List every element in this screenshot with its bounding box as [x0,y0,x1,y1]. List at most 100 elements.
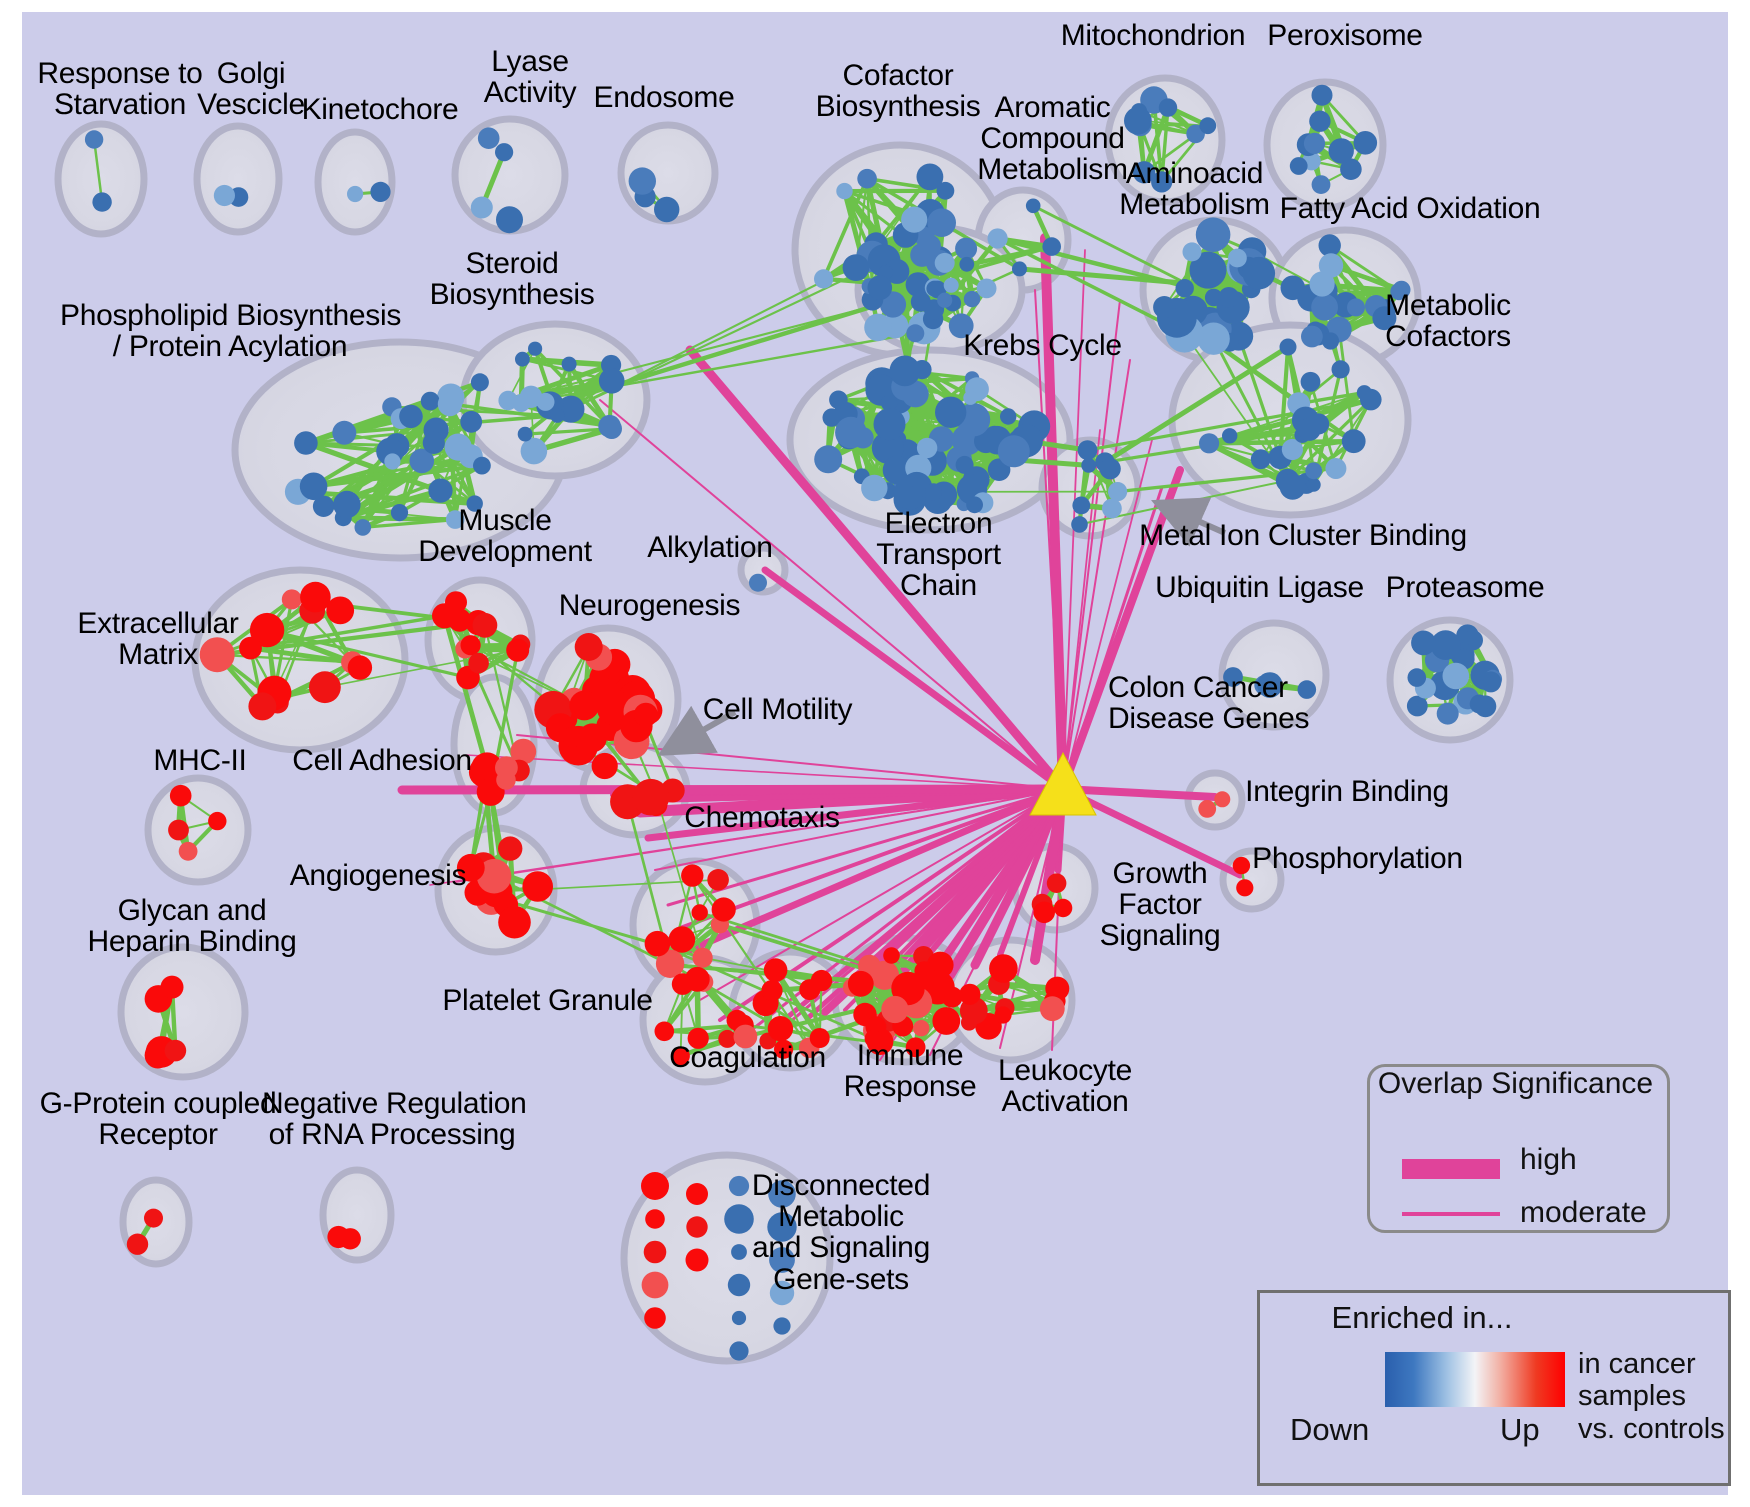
gene-set-node[interactable] [926,280,943,297]
gene-set-node[interactable] [767,1015,794,1042]
gene-set-node[interactable] [339,1228,361,1250]
gene-set-node[interactable] [333,490,361,519]
gene-set-node[interactable] [1281,438,1303,461]
gene-set-node[interactable] [1407,668,1427,687]
gene-set-node[interactable] [384,453,401,470]
gene-set-node[interactable] [1353,131,1378,155]
gene-set-node[interactable] [994,1006,1012,1024]
gene-set-node[interactable] [1195,217,1231,252]
disconnected-gene-set-node[interactable] [641,1172,669,1200]
gene-set-node[interactable] [1000,408,1017,425]
gene-set-node[interactable] [477,127,500,149]
gene-set-node[interactable] [814,269,834,289]
gene-set-node[interactable] [1297,417,1321,441]
gene-set-node[interactable] [596,690,632,726]
disconnected-gene-set-node[interactable] [686,1183,708,1205]
gene-set-node[interactable] [1151,171,1173,193]
gene-set-node[interactable] [1311,293,1338,321]
gene-set-node[interactable] [864,1029,883,1048]
gene-set-node[interactable] [498,836,523,861]
gene-set-node[interactable] [1042,237,1061,256]
gene-set-node[interactable] [932,1007,961,1035]
gene-set-node[interactable] [598,414,621,438]
gene-set-node[interactable] [906,324,925,343]
gene-set-node[interactable] [1199,433,1220,454]
gene-set-node[interactable] [881,995,909,1024]
gene-set-node[interactable] [591,752,618,780]
gene-set-node[interactable] [959,983,981,1005]
gene-set-node[interactable] [390,503,409,522]
gene-set-node[interactable] [916,437,938,459]
gene-set-node[interactable] [934,252,955,273]
gene-set-node[interactable] [873,408,906,441]
gene-set-node[interactable] [520,437,548,465]
gene-set-node[interactable] [1469,694,1489,714]
gene-set-node[interactable] [281,589,302,610]
gene-set-node[interactable] [1411,630,1436,656]
gene-set-node[interactable] [510,738,537,765]
gene-set-node[interactable] [126,1233,149,1255]
gene-set-node[interactable] [309,671,341,704]
gene-set-node[interactable] [987,228,1008,249]
gene-set-node[interactable] [1311,84,1333,106]
gene-set-node[interactable] [809,1028,830,1048]
gene-set-node[interactable] [169,784,192,807]
gene-set-node[interactable] [861,474,888,502]
gene-set-node[interactable] [528,341,543,356]
gene-set-node[interactable] [550,408,565,423]
gene-set-node[interactable] [199,637,235,673]
gene-set-node[interactable] [1072,496,1091,515]
gene-set-node[interactable] [495,756,518,780]
gene-set-node[interactable] [654,196,680,223]
gene-set-node[interactable] [1081,458,1097,473]
gene-set-node[interactable] [671,1046,690,1066]
disconnected-gene-set-node[interactable] [773,1317,791,1335]
gene-set-node[interactable] [1046,873,1067,893]
gene-set-node[interactable] [1223,667,1243,687]
gene-set-node[interactable] [1214,791,1231,808]
gene-set-node[interactable] [1077,440,1098,460]
gene-set-node[interactable] [836,182,853,200]
gene-set-node[interactable] [966,496,983,514]
gene-set-node[interactable] [1099,458,1121,480]
gene-set-node[interactable] [239,636,262,660]
gene-set-node[interactable] [178,841,198,861]
gene-set-node[interactable] [913,1019,930,1037]
gene-set-node[interactable] [445,591,467,614]
gene-set-node[interactable] [536,392,555,411]
gene-set-node[interactable] [1250,449,1271,470]
gene-set-node[interactable] [869,960,900,990]
gene-set-node[interactable] [691,904,708,921]
gene-set-node[interactable] [733,1024,758,1049]
gene-set-node[interactable] [1311,175,1331,195]
gene-set-node[interactable] [1279,338,1297,356]
gene-set-node[interactable] [1318,234,1341,257]
gene-set-node[interactable] [522,871,553,902]
gene-set-node[interactable] [1257,672,1283,698]
gene-set-node[interactable] [495,143,514,162]
gene-set-node[interactable] [889,355,921,387]
gene-set-node[interactable] [1372,306,1397,331]
gene-set-node[interactable] [1309,271,1335,297]
gene-set-node[interactable] [718,1029,737,1048]
gene-set-node[interactable] [883,947,900,964]
gene-set-node[interactable] [1175,279,1194,298]
gene-set-node[interactable] [420,391,440,411]
gene-set-node[interactable] [681,864,704,887]
gene-set-node[interactable] [1218,287,1240,308]
disconnected-gene-set-node[interactable] [724,1204,754,1234]
gene-set-node[interactable] [963,290,981,308]
gene-set-node[interactable] [399,404,423,429]
gene-set-node[interactable] [562,726,584,748]
gene-set-node[interactable] [1199,117,1217,135]
gene-set-node[interactable] [456,853,485,882]
gene-set-node[interactable] [927,208,956,237]
gene-set-node[interactable] [1442,662,1470,690]
disconnected-gene-set-node[interactable] [769,1247,795,1273]
gene-set-node[interactable] [312,495,335,517]
gene-set-node[interactable] [1430,630,1461,660]
gene-set-node[interactable] [654,1021,675,1042]
gene-set-node[interactable] [905,272,931,297]
gene-set-node[interactable] [160,975,184,999]
gene-set-node[interactable] [711,897,736,922]
